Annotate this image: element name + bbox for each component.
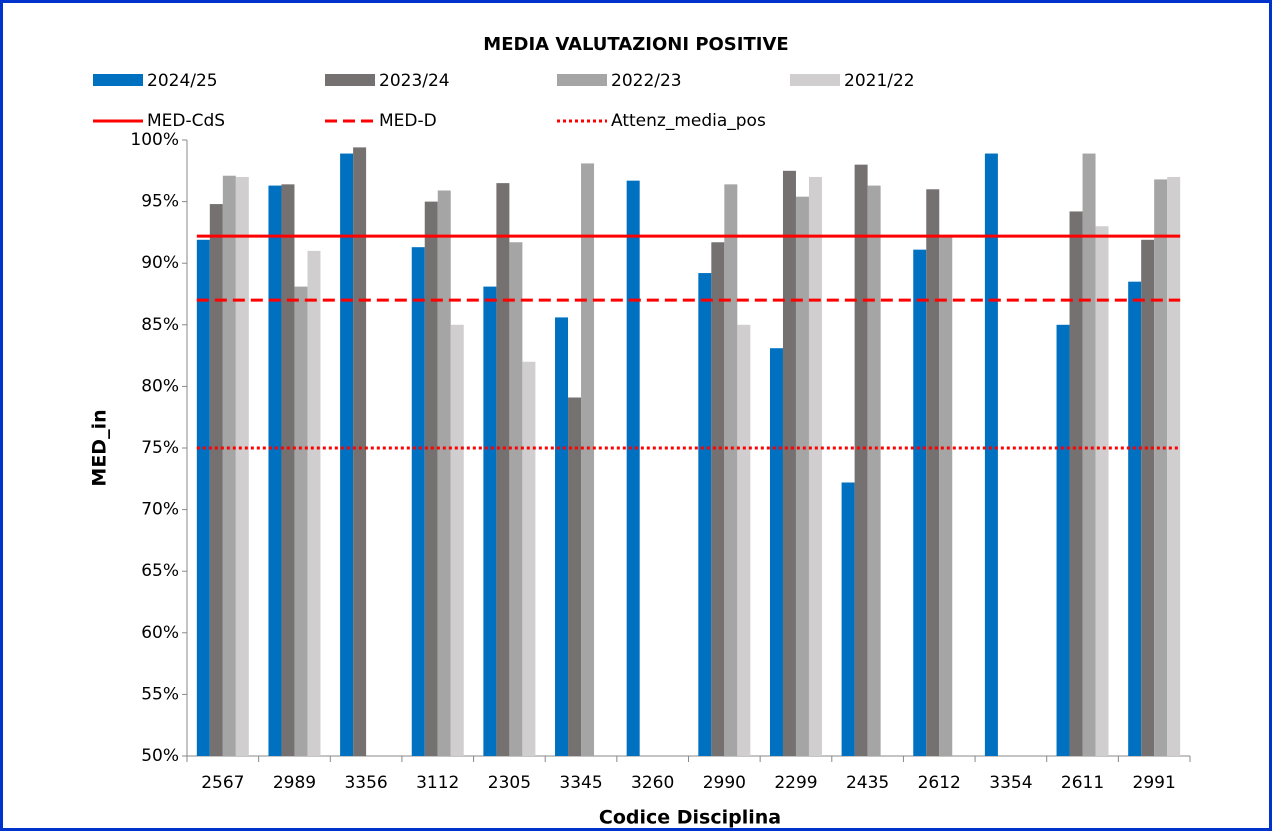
bar xyxy=(1141,239,1155,757)
x-tick-label: 2435 xyxy=(846,773,889,793)
x-tick-label: 3354 xyxy=(989,773,1032,793)
bar xyxy=(1069,211,1083,756)
legend-label: 2021/22 xyxy=(844,71,915,91)
x-tick-label: 2612 xyxy=(918,773,961,793)
bar xyxy=(808,176,822,756)
bar xyxy=(737,324,751,756)
bar xyxy=(711,242,725,757)
bar xyxy=(1167,176,1181,756)
x-tick-label: 2989 xyxy=(273,773,316,793)
y-tick-label: 90% xyxy=(141,253,179,273)
bar xyxy=(268,185,282,757)
y-tick-label: 75% xyxy=(141,438,179,458)
x-tick-label: 2305 xyxy=(488,773,531,793)
bar xyxy=(509,242,523,757)
bar xyxy=(294,286,308,756)
bar xyxy=(1082,153,1096,756)
bar xyxy=(867,185,881,757)
bar xyxy=(281,184,295,757)
y-tick-label: 65% xyxy=(141,561,179,581)
bar xyxy=(795,196,809,756)
bar xyxy=(854,164,868,756)
bar xyxy=(724,184,738,757)
bar xyxy=(698,273,712,756)
y-tick-label: 55% xyxy=(141,684,179,704)
bar xyxy=(437,190,451,757)
y-tick-label: 70% xyxy=(141,500,179,520)
y-tick-label: 80% xyxy=(141,376,179,396)
legend-label: 2023/24 xyxy=(379,71,450,91)
y-tick-label: 95% xyxy=(141,192,179,212)
bar xyxy=(926,189,940,756)
bar xyxy=(496,183,510,756)
legend-label: Attenz_media_pos xyxy=(611,111,766,131)
x-tick-label: 2567 xyxy=(201,773,244,793)
x-axis-label: Codice Disciplina xyxy=(599,807,781,829)
legend-swatch xyxy=(790,74,840,86)
bar xyxy=(411,247,425,756)
y-tick-label: 60% xyxy=(141,623,179,643)
legend-swatch xyxy=(557,74,607,86)
bar xyxy=(209,204,223,757)
legend-label: MED-D xyxy=(379,111,437,131)
legend-swatch xyxy=(325,74,375,86)
bar xyxy=(1154,179,1168,756)
x-tick-label: 2611 xyxy=(1061,773,1104,793)
legend-label: MED-CdS xyxy=(147,111,225,131)
bar xyxy=(568,397,582,756)
bar xyxy=(353,147,367,757)
x-tick-label: 2991 xyxy=(1133,773,1176,793)
bar xyxy=(626,180,640,756)
bar xyxy=(581,163,595,756)
bar xyxy=(1095,226,1109,757)
bar xyxy=(984,153,998,756)
bar xyxy=(782,170,796,757)
bar xyxy=(769,348,783,756)
bar xyxy=(913,249,927,756)
bar xyxy=(340,153,354,756)
x-tick-label: 2990 xyxy=(703,773,746,793)
x-tick-label: 3356 xyxy=(344,773,387,793)
bar xyxy=(1056,324,1070,756)
x-tick-label: 3112 xyxy=(416,773,459,793)
bar xyxy=(939,236,953,756)
bar xyxy=(222,175,236,756)
bar xyxy=(841,482,855,756)
y-tick-label: 100% xyxy=(130,130,179,150)
x-tick-label: 3345 xyxy=(559,773,602,793)
bar xyxy=(196,239,210,757)
bar xyxy=(235,176,249,756)
bar xyxy=(522,361,536,756)
bar xyxy=(424,201,438,757)
bar xyxy=(483,286,497,756)
bar xyxy=(555,317,569,756)
x-tick-label: 2299 xyxy=(774,773,817,793)
y-tick-label: 85% xyxy=(141,315,179,335)
bar xyxy=(307,250,321,756)
bar xyxy=(1128,281,1142,756)
y-tick-label: 50% xyxy=(141,746,179,766)
legend-label: 2022/23 xyxy=(611,71,682,91)
bar xyxy=(450,324,464,756)
y-axis-label: MED_in xyxy=(89,409,111,486)
legend-swatch xyxy=(93,74,143,86)
chart-title: MEDIA VALUTAZIONI POSITIVE xyxy=(483,34,788,55)
legend-label: 2024/25 xyxy=(147,71,218,91)
x-tick-label: 3260 xyxy=(631,773,674,793)
